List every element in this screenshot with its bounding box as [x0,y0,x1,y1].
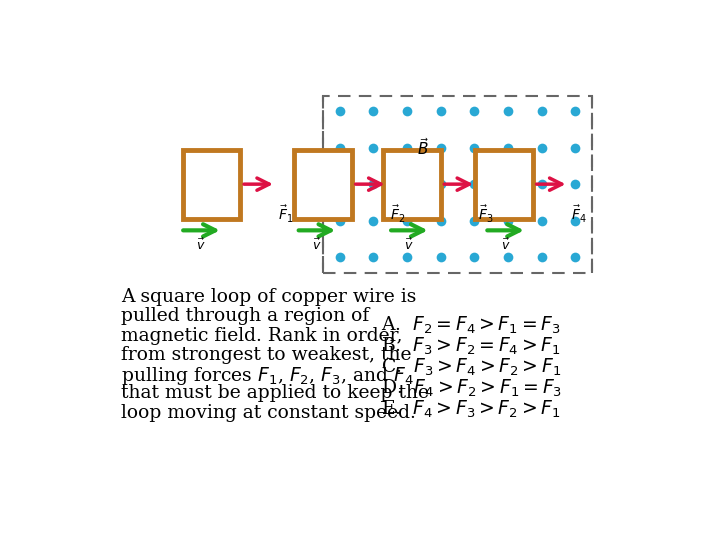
Text: $\vec{v}$: $\vec{v}$ [404,238,414,253]
Text: $\vec{F}_4$: $\vec{F}_4$ [571,205,586,226]
Text: E.  $F_4 > F_3 > F_2 > F_1$: E. $F_4 > F_3 > F_2 > F_1$ [381,398,560,420]
Text: pulling forces $F_1$, $F_2$, $F_3$, and $F_4$: pulling forces $F_1$, $F_2$, $F_3$, and … [121,365,414,387]
Text: $\vec{F}_1$: $\vec{F}_1$ [278,205,294,226]
Text: D.  $F_4 > F_2 > F_1 = F_3$: D. $F_4 > F_2 > F_1 = F_3$ [381,377,562,399]
Text: $\vec{F}_2$: $\vec{F}_2$ [390,205,405,226]
Text: $\vec{v}$: $\vec{v}$ [500,238,510,253]
Bar [183,150,240,219]
Bar [323,96,593,273]
Text: $\vec{v}$: $\vec{v}$ [312,238,321,253]
Text: pulled through a region of: pulled through a region of [121,307,369,325]
Text: B.  $F_3 > F_2 = F_4 > F_1$: B. $F_3 > F_2 = F_4 > F_1$ [381,336,560,357]
Text: C.  $F_3 > F_4 > F_2 > F_1$: C. $F_3 > F_4 > F_2 > F_1$ [381,356,561,378]
Text: from strongest to weakest, the: from strongest to weakest, the [121,346,412,364]
Bar [383,150,441,219]
Text: $\vec{v}$: $\vec{v}$ [197,238,206,253]
Text: loop moving at constant speed.: loop moving at constant speed. [121,403,416,422]
Bar [294,150,352,219]
Text: that must be applied to keep the: that must be applied to keep the [121,384,429,402]
Text: magnetic field. Rank in order,: magnetic field. Rank in order, [121,327,402,345]
Text: $\vec{B}$: $\vec{B}$ [417,138,429,158]
Bar [475,150,533,219]
Text: A.  $F_2 = F_4 > F_1 = F_3$: A. $F_2 = F_4 > F_1 = F_3$ [381,315,560,336]
Text: A square loop of copper wire is: A square loop of copper wire is [121,288,416,306]
Text: $\vec{F}_3$: $\vec{F}_3$ [478,205,494,226]
